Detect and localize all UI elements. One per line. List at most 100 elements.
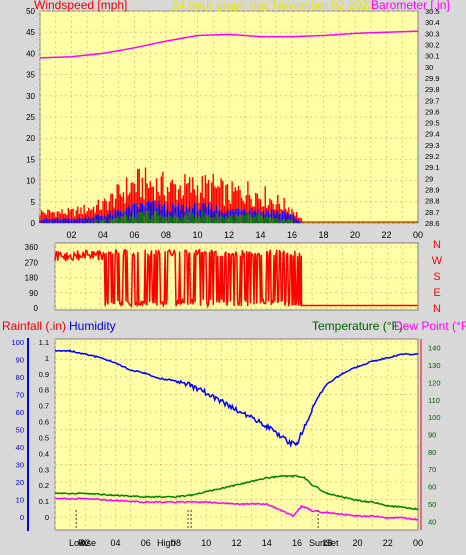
- barometer-y-tick-label: 30.2: [425, 40, 440, 49]
- temperature-tick-label: 90: [428, 431, 436, 440]
- temperature-tick-label: 80: [428, 448, 436, 457]
- compass-letter: E: [433, 287, 440, 299]
- humidity-tick-label: 70: [16, 391, 24, 400]
- wind-x-axis: 02 04 06 08 10 12 14 16 18 20 22 00: [66, 230, 423, 240]
- rainfall-tick-label: 1: [45, 354, 49, 363]
- humidity-x-tick-label: 04: [110, 538, 120, 548]
- temperature-tick-label: 50: [428, 500, 436, 509]
- barometer-y-tick-label: 28.9: [425, 186, 440, 195]
- barometer-y-tick-label: 29.7: [425, 96, 440, 105]
- rainfall-tick-label: 0.6: [39, 418, 49, 427]
- event-label-rise: Rise: [78, 538, 96, 548]
- humidity-temperature-lines: [54, 349, 419, 521]
- humidity-x-tick-label: 20: [352, 538, 362, 548]
- wind-y-tick-label: 5: [31, 198, 36, 207]
- humidity-tick-label: 60: [16, 408, 24, 417]
- series-line-humidity: [54, 349, 419, 448]
- humidity-tick-label: 80: [16, 373, 24, 382]
- direction-y-tick-label: 0: [34, 304, 39, 313]
- temperature-tick-label: 40: [428, 517, 436, 526]
- wind-grid: [39, 10, 418, 224]
- rainfall-tick-label: 0.5: [39, 433, 49, 442]
- barometer-y-axis: 28.6 28.7 28.8 28.9 29 29.1 29.2 29.3 29.4 29.5 29…: [425, 7, 440, 228]
- direction-y-tick-label: 180: [25, 274, 39, 283]
- wind-y-tick-label: 10: [26, 177, 35, 186]
- wind-x-tick-label: 02: [66, 230, 76, 240]
- event-label-set: Set: [325, 538, 339, 548]
- humidity-tick-label: 90: [16, 356, 24, 365]
- humidity-x-axis: 02 04 06 08 10 12 14 16 18 20 22 00: [80, 538, 423, 548]
- temperature-tick-label: 140: [428, 344, 441, 353]
- temperature-label: Temperature (°F): [312, 319, 403, 333]
- wind-y-tick-label: 20: [26, 134, 35, 143]
- dewpoint-label: Dew Point (°F): [394, 319, 466, 333]
- wind-y-tick-label: 40: [26, 49, 35, 58]
- wind-x-tick-label: 10: [192, 230, 202, 240]
- rainfall-tick-label: 1.1: [39, 338, 49, 347]
- rainfall-tick-label: 0.4: [39, 449, 49, 458]
- barometer-y-tick-label: 29.5: [425, 119, 440, 128]
- compass-letter: S: [433, 271, 440, 283]
- rainfall-label: Rainfall (.in): [2, 319, 66, 333]
- barometer-y-tick-label: 30.1: [425, 52, 440, 61]
- humidity-tick-label: 10: [16, 496, 24, 505]
- humidity-tick-label: 50: [16, 426, 24, 435]
- barometer-y-tick-label: 28.7: [425, 208, 440, 217]
- barometer-y-tick-label: 28.8: [425, 197, 440, 206]
- wind-x-tick-label: 04: [98, 230, 108, 240]
- humidity-x-tick-label: 22: [383, 538, 393, 548]
- humidity-x-tick-label: 18: [322, 538, 332, 548]
- humidity-x-tick-label: 08: [171, 538, 181, 548]
- humidity-y-axis: 0 10 20 30 40 50 60 70 80 90 100: [11, 338, 24, 522]
- wind-x-tick-label: 06: [129, 230, 139, 240]
- wind-y-tick-label: 15: [26, 155, 35, 164]
- temperature-tick-label: 130: [428, 361, 441, 370]
- direction-y-tick-label: 360: [25, 243, 39, 252]
- rainfall-tick-label: 0.2: [39, 481, 49, 490]
- temperature-tick-label: 100: [428, 413, 441, 422]
- humidity-x-tick-label: 16: [292, 538, 302, 548]
- rainfall-tick-label: 0.3: [39, 465, 49, 474]
- series-line-temperature: [54, 474, 419, 511]
- humidity-x-tick-label: 12: [231, 538, 241, 548]
- wind-x-tick-label: 00: [413, 230, 423, 240]
- humidity-x-tick-label: 06: [141, 538, 151, 548]
- humidity-label: Humidity: [69, 319, 116, 333]
- humidity-tick-label: 40: [16, 443, 24, 452]
- humidity-tick-label: 30: [16, 461, 24, 470]
- compass-letter: N: [433, 303, 441, 315]
- series-line-dew-point: [54, 497, 419, 521]
- wind-y-tick-label: 30: [26, 92, 35, 101]
- wind-x-tick-label: 16: [287, 230, 297, 240]
- compass-letter: W: [432, 255, 443, 267]
- direction-y-tick-label: 90: [29, 289, 38, 298]
- wind-x-tick-label: 22: [381, 230, 391, 240]
- barometer-y-tick-label: 29.3: [425, 141, 440, 150]
- barometer-y-tick-label: 29.6: [425, 107, 440, 116]
- wind-y-axis: 0 5 10 15 20 25 30 35 40 45 50: [26, 7, 35, 228]
- humidity-tick-label: 0: [20, 513, 24, 522]
- wind-y-tick-label: 25: [26, 113, 35, 122]
- barometer-y-tick-label: 29.1: [425, 163, 440, 172]
- event-label-sun: Sun: [309, 538, 325, 548]
- rainfall-tick-label: 0.1: [39, 497, 49, 506]
- humidity-tick-label: 100: [11, 338, 24, 347]
- wind-y-tick-label: 35: [26, 71, 35, 80]
- barometer-y-tick-label: 29.2: [425, 152, 440, 161]
- humidity-x-tick-label: 10: [201, 538, 211, 548]
- wind-x-tick-label: 08: [161, 230, 171, 240]
- rainfall-tick-label: 0: [45, 513, 49, 522]
- wind-x-tick-label: 18: [318, 230, 328, 240]
- rainfall-tick-label: 0.8: [39, 386, 49, 395]
- barometer-y-tick-label: 29.9: [425, 74, 440, 83]
- barometer-label: Barometer [.in]: [371, 0, 450, 12]
- barometer-line-path: [39, 30, 419, 59]
- barometer-y-tick-label: 30: [425, 63, 433, 72]
- rainfall-y-axis: 0 0.1 0.2 0.3 0.4 0.5 0.6 0.7 0.8 0.9 1 1.1: [39, 338, 49, 522]
- wind-x-tick-label: 20: [350, 230, 360, 240]
- graph-title: 24 hour graph day November 02 2022: [172, 0, 375, 12]
